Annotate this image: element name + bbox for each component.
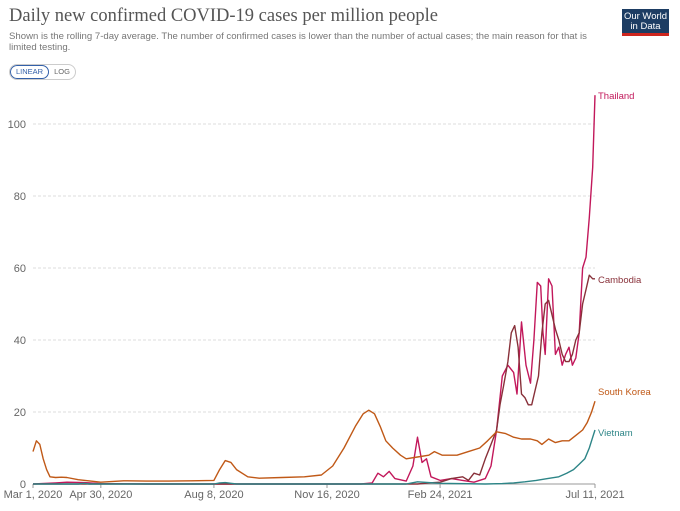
log-scale-button[interactable]: LOG: [54, 67, 70, 76]
owid-logo[interactable]: Our World in Data: [622, 9, 669, 36]
series-line-south-korea: [32, 400, 596, 483]
y-tick-label: 0: [20, 479, 26, 491]
series-line-cambodia: [33, 274, 595, 485]
logo-accent-bar: [622, 33, 669, 36]
series-line-thailand: [32, 95, 596, 485]
y-tick-label: 100: [8, 119, 26, 131]
chart-subtitle: Shown is the rolling 7-day average. The …: [9, 31, 587, 53]
chart-title: Daily new confirmed COVID-19 cases per m…: [9, 6, 438, 26]
y-tick-label: 20: [14, 407, 26, 419]
series-label-thailand: Thailand: [598, 91, 634, 102]
x-tick-label: Apr 30, 2020: [69, 489, 132, 501]
x-tick-label: Feb 24, 2021: [408, 489, 473, 501]
linear-scale-button[interactable]: LINEAR: [10, 65, 50, 79]
x-tick-label: Aug 8, 2020: [184, 489, 243, 501]
series-line-vietnam: [33, 429, 596, 485]
y-tick-label: 40: [14, 335, 26, 347]
scale-toggle: LINEAR LOG: [9, 64, 76, 80]
series-label-vietnam: Vietnam: [598, 428, 633, 439]
logo-line1: Our World: [623, 11, 668, 22]
y-tick-label: 60: [14, 263, 26, 275]
logo-line2: in Data: [630, 21, 661, 32]
series-label-cambodia: Cambodia: [598, 275, 642, 286]
y-tick-label: 80: [14, 191, 26, 203]
x-tick-label: Mar 1, 2020: [4, 489, 63, 501]
series-label-south-korea: South Korea: [598, 387, 652, 398]
x-tick-label: Nov 16, 2020: [294, 489, 359, 501]
x-tick-label: Jul 11, 2021: [565, 489, 624, 501]
